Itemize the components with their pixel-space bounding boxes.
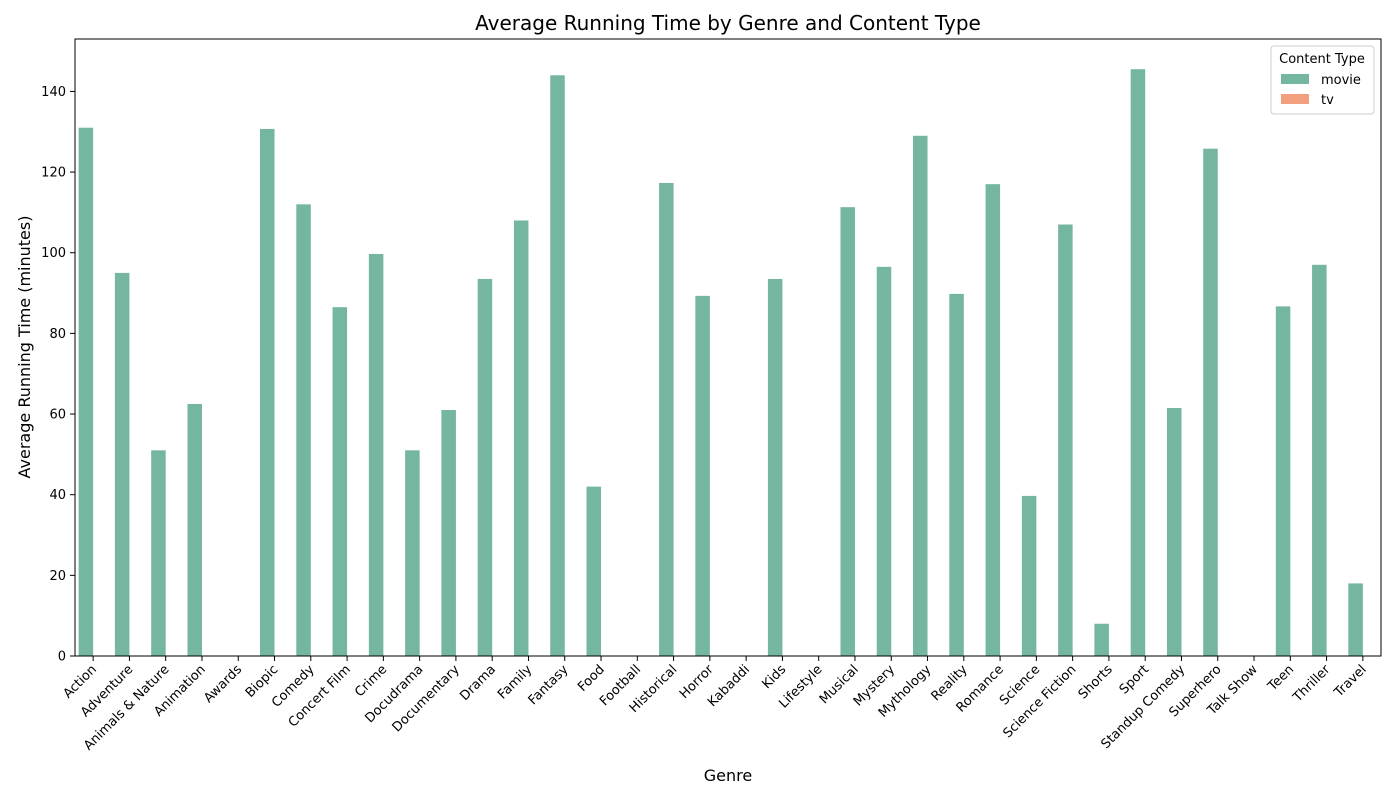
x-tick-label: Fantasy xyxy=(526,662,572,708)
x-tick-label: Awards xyxy=(201,662,245,706)
x-axis-label: Genre xyxy=(704,766,752,785)
legend-swatch-tv xyxy=(1281,94,1309,104)
bar-movie-25 xyxy=(985,184,1001,657)
legend-swatch-movie xyxy=(1281,74,1309,84)
legend: Content Type movie tv xyxy=(1270,45,1375,115)
y-tick-label: 0 xyxy=(58,650,66,665)
legend-title: Content Type xyxy=(1279,52,1365,67)
bar-movie-33 xyxy=(1275,306,1291,656)
bar-movie-35 xyxy=(1348,583,1363,656)
legend-label-tv: tv xyxy=(1321,93,1334,108)
bar-movie-26 xyxy=(1021,495,1037,656)
y-axis: 0 20 40 60 80 100 120 140 xyxy=(41,85,75,665)
y-tick-label: 100 xyxy=(41,246,66,261)
bar-movie-17 xyxy=(695,295,710,656)
bar-movie-12 xyxy=(513,220,529,656)
bar-movie-8 xyxy=(368,253,384,656)
x-tick-label: Food xyxy=(575,662,608,695)
bar-movie-10 xyxy=(441,410,456,656)
bar-movie-27 xyxy=(1058,224,1073,656)
y-tick-label: 120 xyxy=(41,166,66,181)
x-tick-label: Teen xyxy=(1265,662,1298,695)
bar-movie-0 xyxy=(78,127,94,657)
bar-movie-7 xyxy=(332,307,348,656)
bar-movie-2 xyxy=(151,450,166,656)
y-tick-label: 140 xyxy=(41,85,66,100)
bar-movie-28 xyxy=(1094,623,1109,656)
y-tick-label: 40 xyxy=(49,488,66,503)
bar-movie-30 xyxy=(1166,407,1182,656)
bar-movie-23 xyxy=(913,135,928,657)
y-tick-label: 60 xyxy=(49,408,66,423)
bar-movie-5 xyxy=(260,128,275,656)
legend-label-movie: movie xyxy=(1321,73,1361,88)
bar-movie-34 xyxy=(1312,264,1327,656)
bar-movie-6 xyxy=(296,204,311,656)
x-tick-label: Shorts xyxy=(1076,662,1116,702)
bar-movie-29 xyxy=(1130,69,1146,656)
bar-movie-22 xyxy=(876,266,892,656)
x-tick-label: Documentary xyxy=(390,662,463,735)
x-tick-label: Thriller xyxy=(1290,662,1334,706)
bar-movie-19 xyxy=(767,278,783,656)
bar-movie-16 xyxy=(659,182,674,656)
plot-frame xyxy=(74,38,1382,657)
bar-movie-13 xyxy=(550,75,565,656)
x-tick-label: Travel xyxy=(1331,662,1370,701)
bar-movie-31 xyxy=(1203,148,1218,656)
x-tick-label: Drama xyxy=(457,662,499,704)
bar-movie-21 xyxy=(840,207,855,656)
y-tick-label: 20 xyxy=(49,569,66,584)
bar-movie-9 xyxy=(405,450,420,656)
bar-movie-3 xyxy=(187,403,202,656)
bar-movie-14 xyxy=(586,486,602,656)
bar-movie-11 xyxy=(477,278,493,656)
chart-title: Average Running Time by Genre and Conten… xyxy=(475,11,981,35)
bar-movie-1 xyxy=(114,272,130,656)
x-tick-label: Kids xyxy=(759,662,789,692)
y-axis-label: Average Running Time (minutes) xyxy=(15,216,34,479)
plot-area xyxy=(74,38,1382,657)
y-tick-label: 80 xyxy=(49,327,66,342)
bar-movie-24 xyxy=(949,293,964,656)
